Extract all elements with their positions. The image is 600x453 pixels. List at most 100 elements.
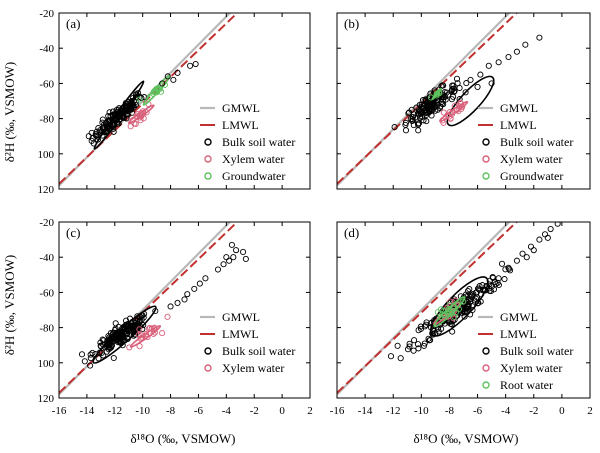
bulk-point: [115, 106, 122, 113]
legend-item: Bulk soil water: [482, 344, 573, 358]
bulk-point: [474, 83, 481, 90]
bulk-point: [466, 286, 473, 293]
bulk-point: [138, 94, 145, 102]
legend-label: LMWL: [500, 327, 537, 341]
bulk-point: [394, 342, 401, 349]
bulk-point: [502, 266, 509, 273]
xylem-point: [127, 123, 134, 130]
legend-marker: [204, 172, 212, 180]
bulk-point: [391, 124, 398, 131]
bulk-point: [485, 62, 492, 69]
panel-4: -16 -14 -12 -10 -8 -6 -4 -2 0 2 (d) GMWL LMWL Bulk so…: [330, 221, 593, 417]
legend-marker: [204, 364, 212, 372]
xylem-ellipse: [127, 104, 155, 124]
bulk-ellipse: [93, 80, 145, 150]
bulk-point: [110, 354, 117, 362]
bulk-point: [117, 337, 124, 344]
bulk-point: [402, 127, 410, 134]
bulk-point: [536, 34, 543, 41]
legend-item: LMWL: [478, 118, 537, 132]
bulk-point: [513, 48, 520, 55]
bulk-point: [476, 286, 483, 293]
bulk-ellipse: [446, 75, 495, 127]
bulk-point: [233, 247, 240, 254]
bulk-point: [106, 109, 113, 116]
bulk-point: [192, 60, 199, 68]
bulk-point: [422, 110, 429, 117]
bulk-point: [95, 355, 102, 362]
bulk-point: [426, 337, 433, 344]
legend-item: LMWL: [478, 327, 537, 341]
legend-item: Root water: [482, 378, 553, 392]
x-tick-label: -6: [473, 405, 483, 417]
bulk-point: [498, 260, 506, 267]
bulk-point: [462, 89, 469, 96]
panel-label: (c): [66, 225, 80, 240]
bulk-point: [423, 319, 430, 326]
bulk-outlier-points: [467, 34, 543, 90]
bulk-point: [140, 322, 147, 329]
bulk-point: [467, 298, 474, 305]
ground-point: [151, 87, 158, 95]
legend-label: GMWL: [500, 101, 538, 115]
x-tick-label: -14: [80, 405, 95, 417]
bulk-point: [184, 291, 191, 298]
bulk-point: [202, 275, 209, 282]
bulk-point: [426, 108, 433, 115]
x-tick-label: -14: [358, 405, 373, 417]
legend-label: Groundwater: [222, 169, 285, 183]
bulk-point: [133, 91, 140, 98]
y-tick-label: 120: [38, 393, 55, 405]
bulk-point: [397, 355, 404, 362]
bulk-point: [464, 287, 471, 295]
y-tick-label: -60: [39, 287, 54, 299]
panel-frame: [58, 221, 311, 399]
lmwl-line: [337, 13, 519, 185]
y-tick-label: 120: [38, 184, 55, 196]
y-tick-label: 100: [38, 149, 55, 161]
x-tick-label: 2: [587, 405, 593, 417]
bulk-point: [191, 285, 198, 292]
bulk-point: [453, 75, 461, 82]
x-tick-label: -6: [194, 405, 204, 417]
x-tick-label: 0: [559, 405, 565, 417]
panel-1: -20 -40 -60 -80 100 120 (a) GMWL LMWL Bulk soil w…: [38, 8, 311, 196]
bulk-point: [411, 337, 418, 344]
root-point: [451, 313, 458, 320]
bulk-point: [536, 236, 543, 243]
y-tick-label: -60: [39, 78, 54, 90]
legend-item: Bulk soil water: [482, 135, 573, 149]
xylem-point: [164, 313, 171, 320]
x-tick-label: -2: [529, 405, 538, 417]
xylem-point: [159, 330, 166, 337]
bulk-point: [450, 85, 457, 92]
legend-label: Bulk soil water: [500, 135, 573, 149]
bulk-point: [196, 280, 203, 287]
bulk-point: [434, 106, 441, 113]
y-axis-label-bottom: δ²H (‰, VSMOW): [2, 255, 17, 355]
bulk-point: [181, 296, 188, 303]
bulk-point: [505, 53, 512, 61]
bulk-point: [527, 243, 535, 250]
bulk-point: [85, 133, 92, 140]
x-tick-label: -16: [330, 405, 345, 417]
xylem-point: [143, 109, 150, 116]
bulk-point: [469, 306, 476, 314]
bulk-point: [506, 265, 513, 272]
legend-marker: [204, 347, 212, 355]
legend-item: Xylem water: [482, 152, 562, 166]
bulk-point: [519, 250, 526, 257]
y-tick-label: 100: [38, 358, 55, 370]
legend-label: LMWL: [500, 118, 537, 132]
legend-label: Xylem water: [500, 152, 562, 166]
legend-label: GMWL: [500, 310, 538, 324]
x-tick-label: 0: [279, 405, 285, 417]
xylem-series: [126, 313, 171, 351]
y-tick-label: -80: [39, 323, 54, 335]
bulk-point: [427, 101, 434, 108]
bulk-point: [138, 316, 145, 323]
bulk-point: [99, 116, 106, 123]
legend-item: LMWL: [200, 327, 259, 341]
bulk-point: [415, 127, 422, 134]
legend-label: Bulk soil water: [500, 344, 573, 358]
